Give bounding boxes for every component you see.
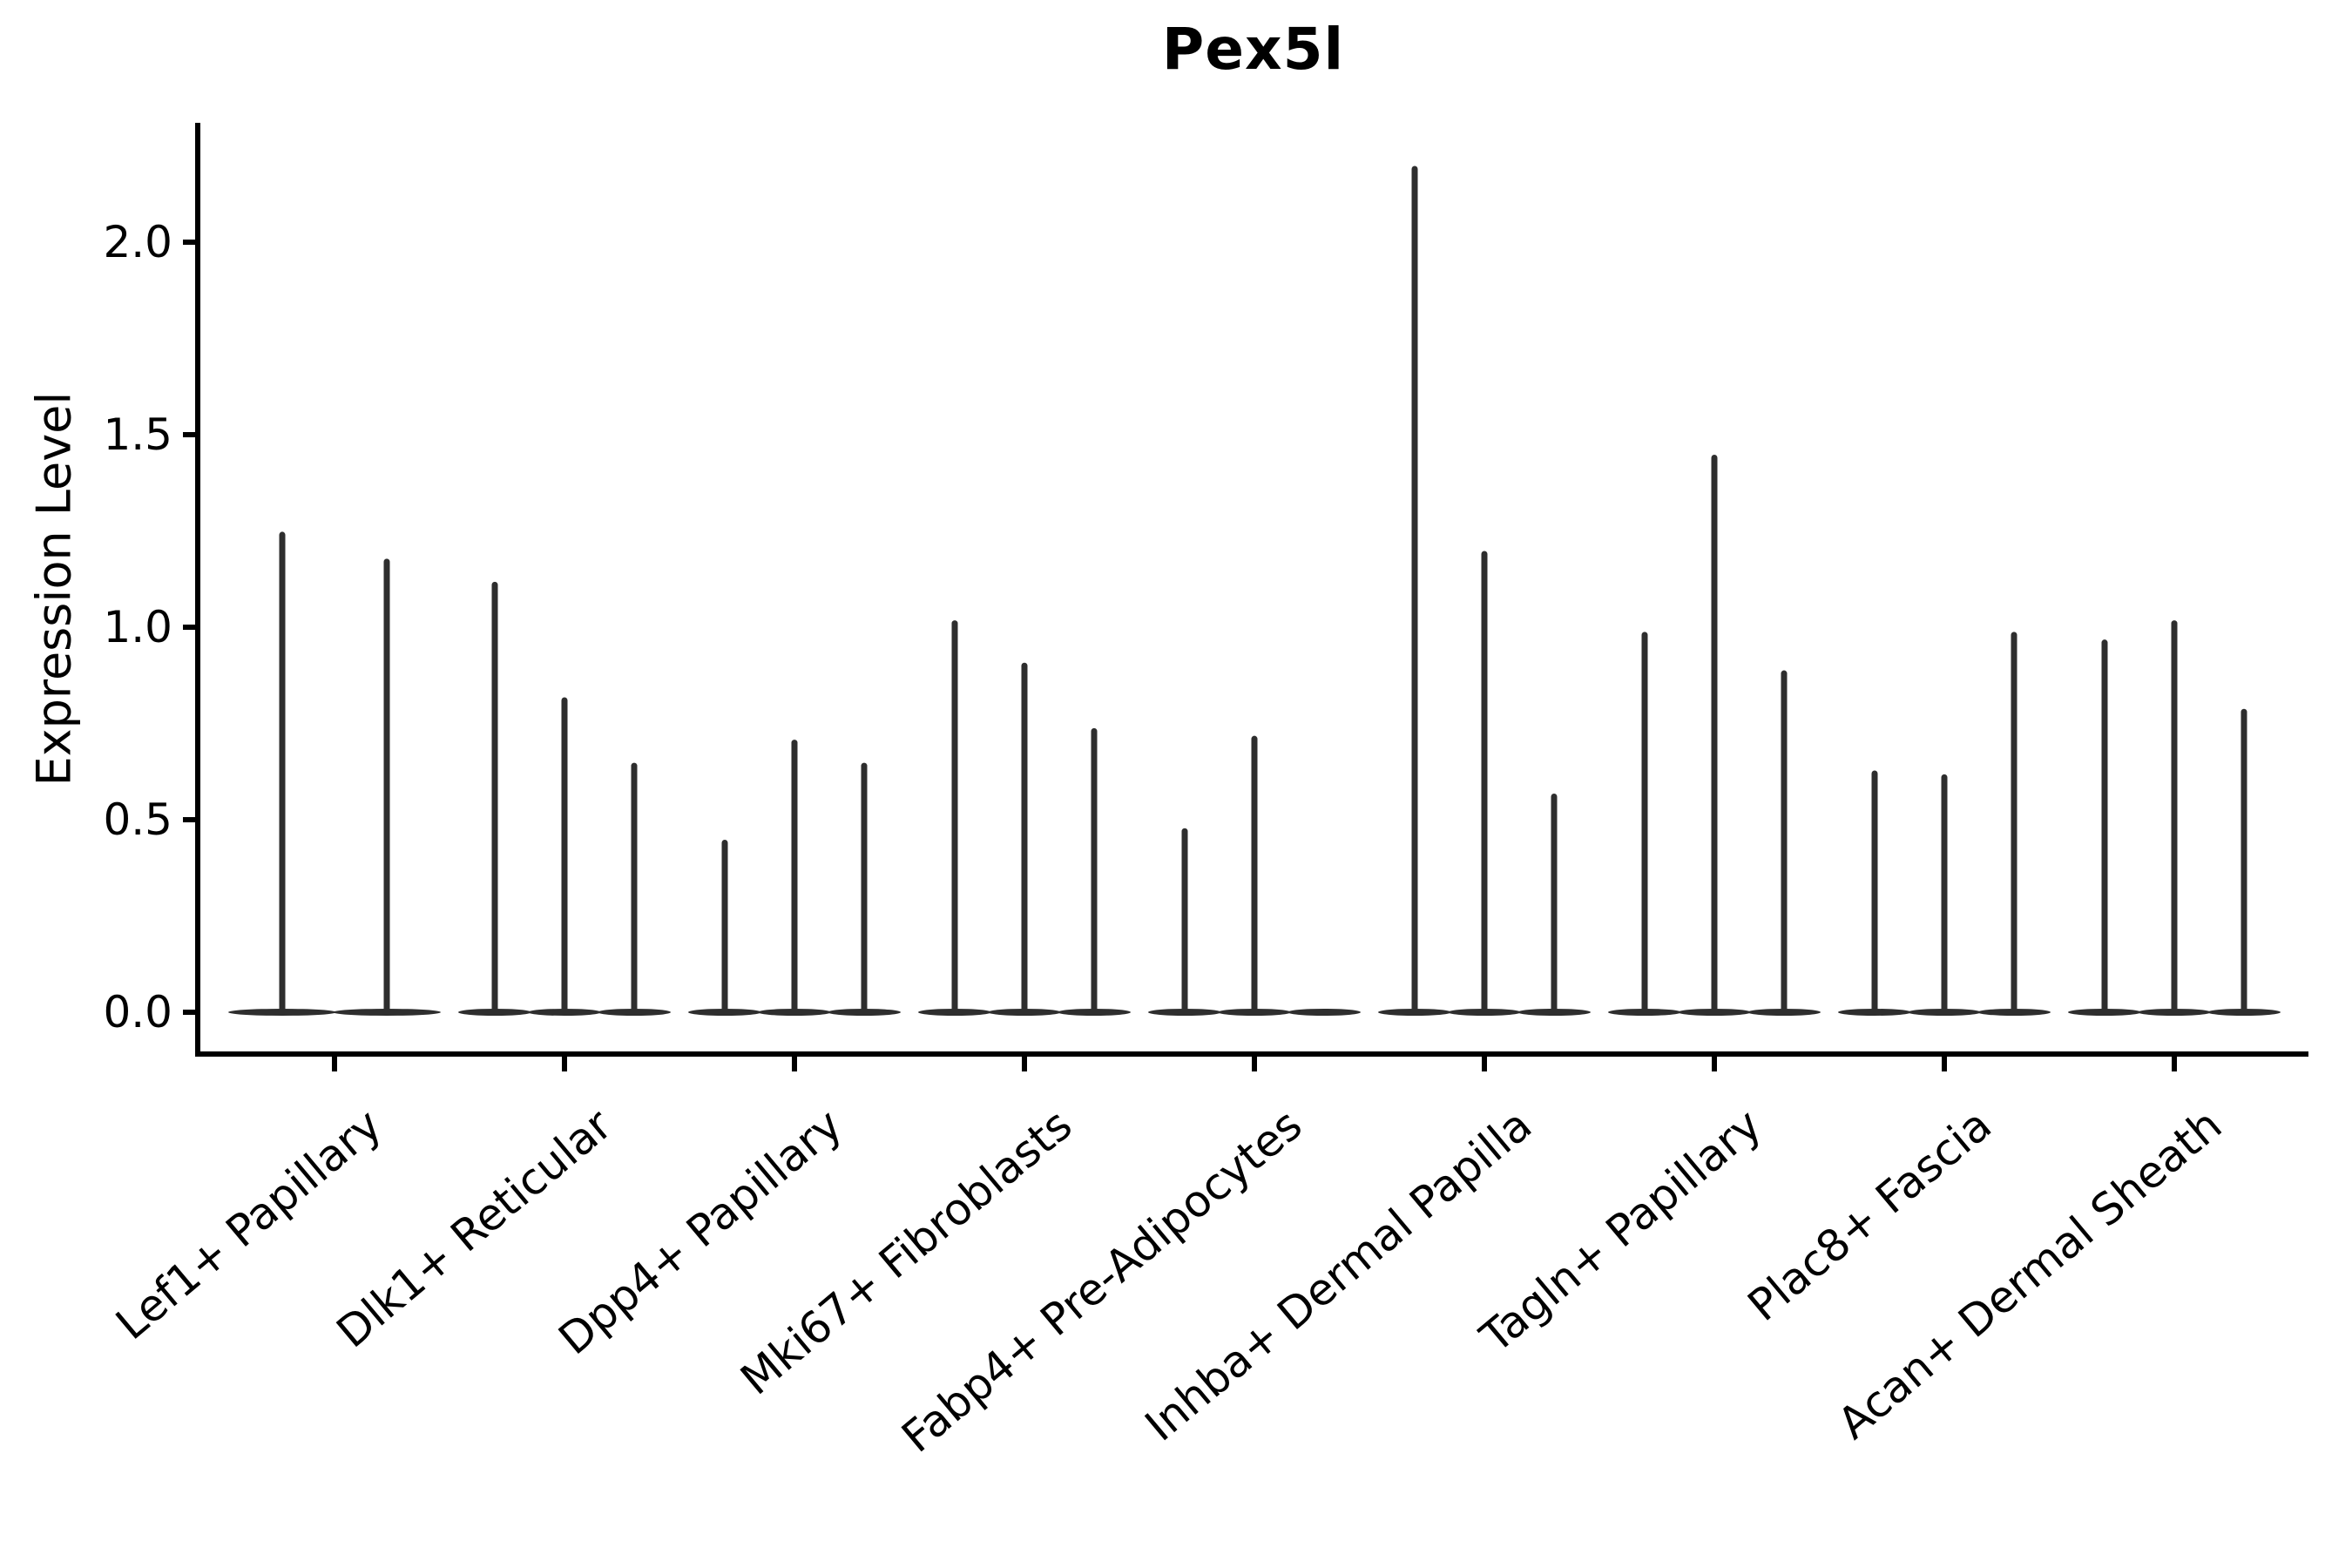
y-tick-label: 0.0 (103, 987, 172, 1037)
y-tick-label: 1.5 (103, 409, 172, 460)
violin-base (1288, 1009, 1361, 1016)
chart-title: Pex5l (1161, 16, 1345, 83)
y-tick-label: 2.0 (103, 217, 172, 267)
y-tick-label: 0.5 (103, 794, 172, 845)
y-tick-label: 1.0 (103, 602, 172, 652)
